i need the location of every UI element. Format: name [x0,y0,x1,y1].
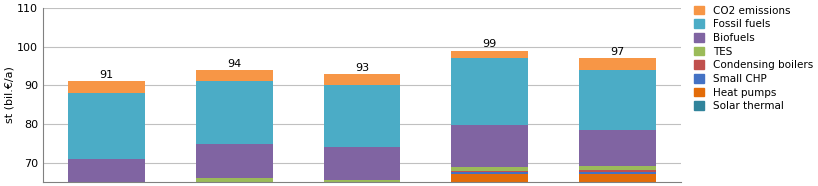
Bar [579,130,656,166]
Bar [196,144,272,178]
Bar [452,58,528,125]
Bar [452,171,528,172]
Text: 91: 91 [100,70,114,80]
Bar [196,178,272,182]
Bar [196,182,272,184]
Bar [69,184,145,186]
Bar [579,166,656,170]
Bar [324,180,400,182]
Bar [452,167,528,171]
Bar [452,174,528,186]
Bar [324,85,400,147]
Bar [69,159,145,182]
Bar [69,81,145,93]
Bar [324,74,400,85]
Bar [69,182,145,184]
Bar [196,184,272,186]
Bar [452,172,528,174]
Bar [324,147,400,180]
Text: 93: 93 [355,63,369,73]
Bar [196,70,272,81]
Text: 99: 99 [483,39,497,49]
Y-axis label: st (bil.€/a): st (bil.€/a) [4,67,14,124]
Bar [324,182,400,184]
Text: 94: 94 [227,59,241,69]
Bar [324,184,400,186]
Bar [452,51,528,58]
Text: 97: 97 [610,47,624,57]
Bar [579,70,656,130]
Bar [579,58,656,70]
Bar [69,93,145,159]
Legend: CO2 emissions, Fossil fuels, Biofuels, TES, Condensing boilers, Small CHP, Heat : CO2 emissions, Fossil fuels, Biofuels, T… [693,5,814,112]
Bar [452,125,528,167]
Bar [579,172,656,174]
Bar [196,81,272,144]
Bar [579,174,656,186]
Bar [579,170,656,172]
